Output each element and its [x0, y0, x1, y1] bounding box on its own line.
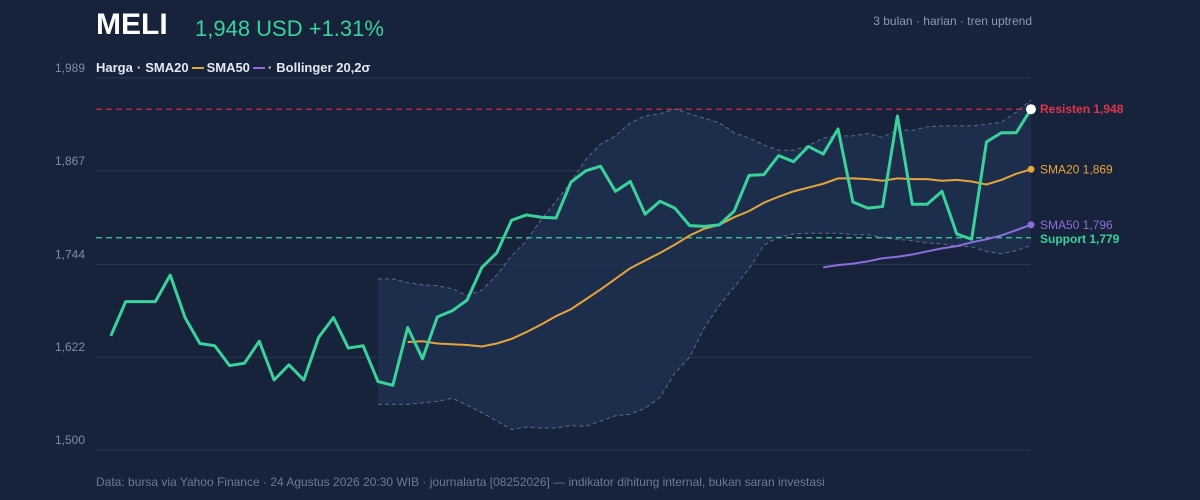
y-tick-label: 1,622 [55, 340, 85, 354]
sma50-last-point [1027, 221, 1035, 229]
legend-sma20: SMA20 [145, 60, 189, 75]
sma20-last-point [1027, 165, 1035, 173]
ticker-symbol: MELI [96, 8, 168, 41]
bollinger-lower-line [377, 232, 1032, 430]
y-tick-label: 1,989 [55, 61, 85, 75]
bollinger-upper-line [377, 99, 1032, 297]
resistance-label: Resisten 1,948 [1040, 102, 1124, 116]
sma50-line [823, 223, 1032, 269]
price-line [109, 108, 1033, 387]
price-last-point [1026, 104, 1036, 115]
legend-sma50-swatch [252, 66, 265, 69]
legend-separator: · [136, 60, 142, 75]
support-label: Support 1,779 [1040, 232, 1120, 246]
legend-sma20-swatch [191, 66, 204, 69]
y-tick-label: 1,867 [55, 154, 85, 168]
price-change: 1,948 USD +1.31% [195, 16, 384, 41]
y-tick-label: 1,500 [55, 433, 85, 447]
sma20-label: SMA20 1,869 [1040, 162, 1113, 176]
sma50-label: SMA50 1,796 [1040, 218, 1113, 232]
chart-footer: Data: bursa via Yahoo Finance · 24 Agust… [96, 475, 825, 489]
legend-separator: · [267, 60, 273, 75]
legend-sma50: SMA50 [206, 60, 250, 75]
bollinger-band [377, 100, 1031, 430]
period-info: 3 bulan · harian · tren uptrend [873, 14, 1032, 28]
legend-price: Harga [96, 60, 133, 75]
chart-legend: Harga · SMA20 SMA50 · Bollinger 20,2σ [96, 60, 370, 75]
legend-bollinger: Bollinger 20,2σ [276, 60, 371, 75]
y-tick-label: 1,744 [55, 247, 85, 261]
